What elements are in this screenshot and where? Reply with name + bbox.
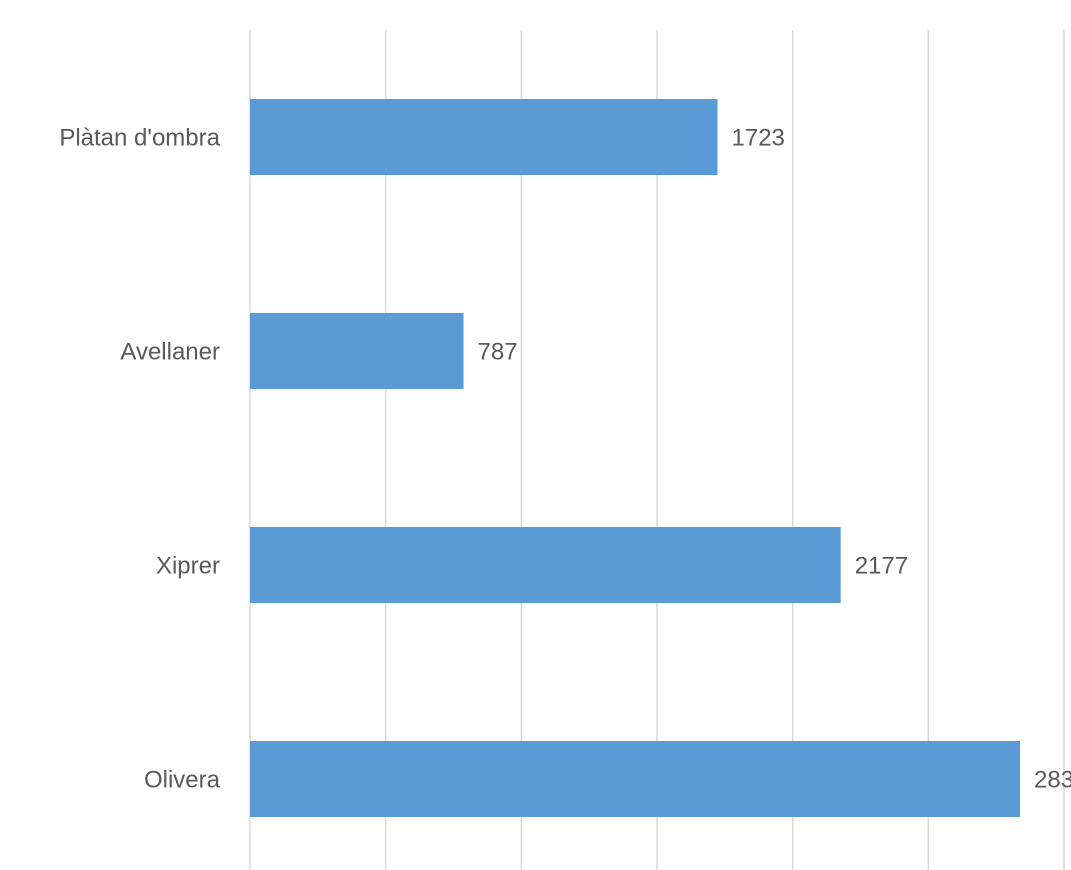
data-label: 2177: [855, 552, 908, 579]
y-tick-label: Plàtan d'ombra: [59, 124, 220, 151]
data-label: 1723: [732, 124, 785, 151]
data-label: 2838: [1034, 766, 1071, 793]
bar: [250, 99, 718, 175]
y-tick-label: Olivera: [144, 766, 221, 793]
y-tick-label: Xiprer: [156, 552, 220, 579]
bar: [250, 313, 464, 389]
bar: [250, 527, 841, 603]
data-label: 787: [478, 338, 518, 365]
y-tick-label: Avellaner: [120, 338, 220, 365]
bar: [250, 741, 1021, 817]
